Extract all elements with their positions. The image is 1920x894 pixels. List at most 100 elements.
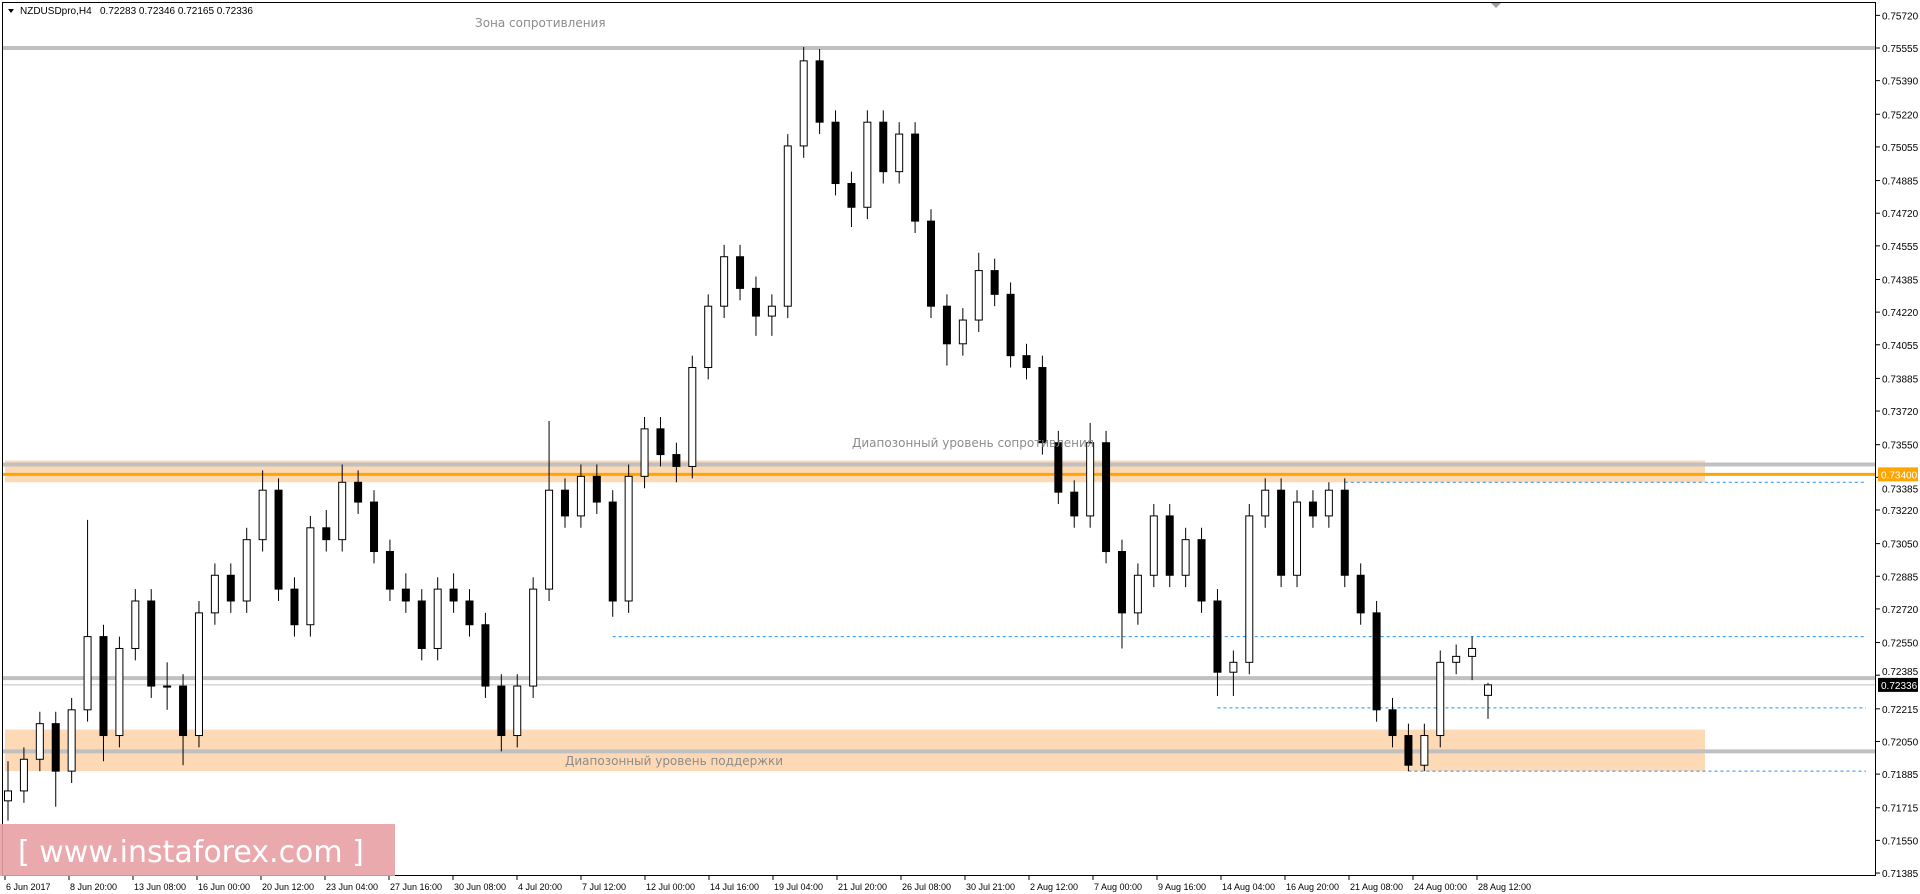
time-tick-label: 12 Jul 00:00 [646, 882, 695, 892]
bear-candle [481, 624, 490, 687]
bull-candle [1468, 647, 1477, 657]
price-tick-label: 0.75720 [1882, 11, 1919, 22]
orange-level-tag: 0.73400 [1878, 467, 1918, 482]
bull-candle [83, 636, 92, 711]
bear-candle [354, 481, 363, 503]
time-tick-label: 6 Jun 2017 [6, 882, 51, 892]
bull-candle [131, 600, 140, 649]
bull-candle [1229, 661, 1238, 673]
price-tick-label: 0.74885 [1882, 177, 1919, 188]
time-tick-label: 9 Aug 16:00 [1158, 882, 1206, 892]
price-tick-label: 0.73550 [1882, 441, 1919, 452]
price-tick-label: 0.74720 [1882, 209, 1919, 220]
time-tick-label: 14 Jul 16:00 [710, 882, 759, 892]
time-tick-label: 16 Aug 20:00 [1286, 882, 1339, 892]
time-axis[interactable]: 6 Jun 2017 8 Jun 20:00 13 Jun 08:00 16 Jun … [4, 876, 1531, 892]
bull-candle [640, 428, 649, 477]
time-tick-label: 28 Aug 12:00 [1478, 882, 1531, 892]
bull-candle [1324, 489, 1333, 517]
price-tick-label: 0.73050 [1882, 540, 1919, 551]
price-tick-label: 0.72550 [1882, 639, 1919, 650]
bull-candle [1261, 489, 1270, 517]
bear-candle [911, 133, 920, 222]
price-tick-label: 0.71385 [1882, 869, 1919, 880]
price-axis[interactable]: 0.75720 0.75555 0.75390 0.75220 0.75055 0.748… [1876, 11, 1919, 880]
time-tick-label: 24 Aug 00:00 [1414, 882, 1467, 892]
bull-candle [258, 489, 267, 541]
bull-candle [1149, 515, 1158, 576]
bear-candle [497, 685, 506, 737]
bear-candle [1070, 491, 1079, 517]
bull-candle [1086, 442, 1095, 517]
bear-candle [465, 600, 474, 626]
time-tick-label: 16 Jun 00:00 [198, 882, 250, 892]
bull-candle [1293, 501, 1302, 576]
bear-candle [672, 454, 681, 467]
bear-candle [990, 270, 999, 295]
bear-candle [1022, 355, 1031, 369]
bear-candle [370, 501, 379, 553]
bear-candle [1388, 709, 1397, 737]
bear-candle [401, 588, 410, 602]
bull-candle [306, 527, 315, 626]
dropdown-triangle-icon[interactable] [8, 9, 14, 13]
bear-candle [226, 574, 235, 602]
price-tick-label: 0.72215 [1882, 705, 1919, 716]
price-tick-label: 0.71885 [1882, 770, 1919, 781]
bear-candle [99, 636, 108, 737]
bear-candle [1308, 501, 1317, 517]
bid-price-tag-text: 0.72336 [1881, 681, 1918, 692]
bear-candle [560, 489, 569, 517]
price-tick-label: 0.72050 [1882, 737, 1919, 748]
bull-candle [194, 612, 203, 737]
time-tick-label: 27 Jun 16:00 [390, 882, 442, 892]
bear-candle [1404, 735, 1413, 766]
price-tick-label: 0.74220 [1882, 308, 1919, 319]
time-tick-label: 2 Aug 12:00 [1030, 882, 1078, 892]
bull-candle [783, 145, 792, 307]
bear-candle [1006, 293, 1015, 357]
time-tick-label: 23 Jun 04:00 [326, 882, 378, 892]
bear-candle [927, 220, 936, 307]
bull-candle [19, 758, 28, 792]
bull-candle [576, 475, 585, 517]
bull-candle [163, 685, 172, 688]
bull-candle [1133, 574, 1142, 614]
time-tick-label: 21 Jul 20:00 [838, 882, 887, 892]
bull-candle [210, 574, 219, 614]
bear-candle [815, 60, 824, 123]
bear-candle [274, 489, 283, 590]
symbol-label: NZDUSDpro,H4 [20, 6, 92, 17]
bull-candle [1436, 661, 1445, 737]
shift-marker-icon[interactable] [1491, 3, 1501, 8]
bear-candle [592, 475, 601, 503]
time-tick-label: 14 Aug 04:00 [1222, 882, 1275, 892]
watermark-text[interactable]: [ www.instaforex.com ] [18, 835, 364, 870]
price-tick-label: 0.75390 [1882, 77, 1919, 88]
ohlc-label: 0.72283 0.72346 0.72165 0.72336 [100, 6, 253, 17]
bull-candle [1420, 735, 1429, 766]
price-tick-label: 0.74555 [1882, 242, 1919, 253]
bear-candle [1054, 442, 1063, 493]
range-resistance-label: Диапозонный уровень сопротивления [852, 436, 1094, 450]
bear-candle [147, 600, 156, 687]
price-tick-label: 0.71715 [1882, 804, 1919, 815]
orange-level-tag-text: 0.73400 [1881, 470, 1918, 481]
price-tick-label: 0.73385 [1882, 484, 1919, 495]
bull-candle [1452, 655, 1461, 663]
bull-candle [704, 305, 713, 369]
bull-candle [35, 723, 44, 760]
bull-candle [513, 685, 522, 737]
bull-candle [529, 588, 538, 687]
resistance-zone-label: Зона сопротивления [475, 16, 606, 30]
bear-candle [1165, 515, 1174, 576]
time-tick-label: 26 Jul 08:00 [902, 882, 951, 892]
price-tick-label: 0.73720 [1882, 407, 1919, 418]
watermark[interactable]: [ www.instaforex.com ] [0, 824, 395, 876]
bear-candle [736, 256, 745, 289]
bear-candle [1102, 442, 1111, 553]
price-tick-label: 0.74385 [1882, 275, 1919, 286]
bear-candle [879, 121, 888, 173]
bear-candle [417, 600, 426, 649]
